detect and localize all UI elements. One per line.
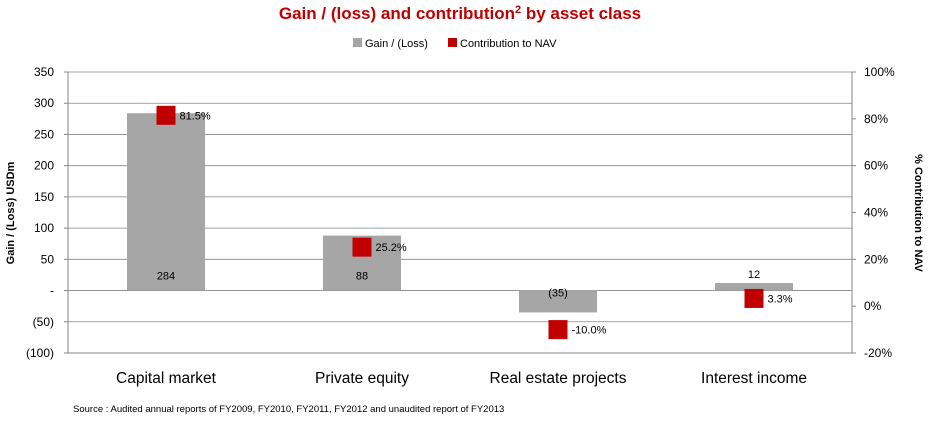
y-tick-label: (100) [26,346,54,360]
chart-title-suffix: by asset class [521,4,641,23]
legend-swatch-contribution [448,38,457,47]
contribution-marker [156,105,176,125]
y2-tick-label: -20% [864,346,892,360]
y-tick-label: 50 [41,252,55,266]
bar-gain [519,290,597,313]
y-tick-label: 300 [34,96,54,110]
y-tick-label: 100 [34,221,54,235]
bar-value-label: 88 [356,271,368,283]
contribution-marker [352,237,372,257]
bar-value-label: (35) [548,288,568,300]
category-label: Private equity [315,370,409,387]
y-tick-label: 150 [34,190,54,204]
contribution-value-label: -10.0% [572,325,607,337]
y2-tick-label: 40% [864,206,888,220]
axes [64,71,856,354]
y2-tick-label: 80% [864,112,888,126]
y-tick-label: 350 [34,65,54,79]
bar-gain [715,283,793,291]
contribution-value-label: 3.3% [768,293,793,305]
contribution-markers [156,105,764,340]
bar-value-label: 284 [157,271,175,283]
contribution-marker [548,320,568,340]
contribution-value-label: 81.5% [180,110,211,122]
chart-title: Gain / (loss) and contribution2 by asset… [279,4,641,23]
y2-axis-label: % Contribution to NAV [912,154,924,272]
y2-tick-label: 20% [864,252,888,266]
bar-gain [127,113,205,291]
contribution-value-label: 25.2% [376,242,407,254]
y-axis-label: Gain / (Loss) USDm [5,161,17,264]
y2-tick-label: 60% [864,159,888,173]
legend-label-contribution: Contribution to NAV [460,38,557,50]
y-tick-label: (50) [33,315,54,329]
legend: Gain / (Loss) Contribution to NAV [353,38,557,50]
y-tick-label: 250 [34,127,54,141]
bar-value-label: 12 [748,269,760,281]
chart-title-superscript: 2 [515,4,521,16]
contribution-marker [744,288,764,308]
category-label: Real estate projects [490,370,627,387]
chart-title-main: Gain / (loss) and contribution [279,4,515,23]
source-note: Source : Audited annual reports of FY200… [73,404,504,415]
y2-tick-label: 0% [864,299,882,313]
data-labels: 284 88 (35) 12 81.5% 25.2% -10.0% 3.3% [157,110,793,336]
y2-tick-label: 100% [864,65,895,79]
y-tick-label: 200 [34,159,54,173]
legend-label-gain: Gain / (Loss) [365,38,428,50]
tick-labels: 350 300 250 200 150 100 50 - (50) (100) 100% 80% 60%… [26,65,895,360]
y-tick-label: - [50,284,54,298]
category-label: Capital market [116,370,217,387]
bars [127,113,793,313]
category-label: Interest income [701,370,807,387]
category-labels: Capital market Private equity Real estate … [116,370,807,387]
legend-swatch-gain [353,38,362,47]
